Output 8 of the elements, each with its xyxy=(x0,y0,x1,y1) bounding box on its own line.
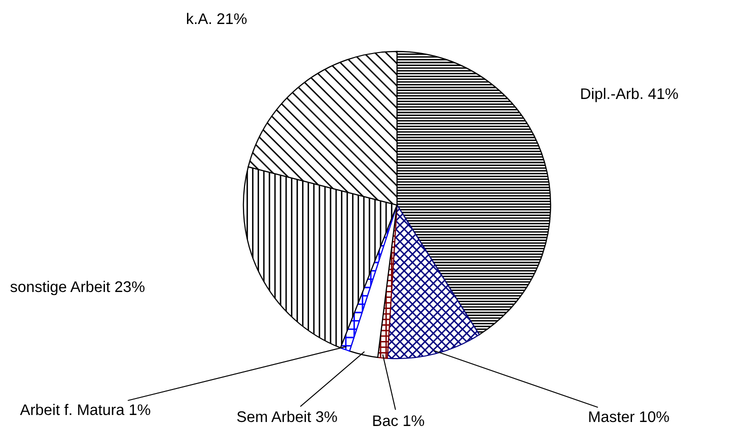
slice-label: Dipl.-Arb. 41% xyxy=(581,88,678,102)
slice-label: Arbeit f. Matura 1% xyxy=(20,404,150,416)
slice-label: Master 10% xyxy=(589,411,669,422)
pie-slice xyxy=(386,204,480,360)
slice-label: Bac 1% xyxy=(373,415,424,426)
slice-label: Sem Arbeit 3% xyxy=(237,410,337,422)
slice-label: sonstige Arbeit 23% xyxy=(10,280,144,296)
slice-label: k.A. 21% xyxy=(187,12,247,24)
